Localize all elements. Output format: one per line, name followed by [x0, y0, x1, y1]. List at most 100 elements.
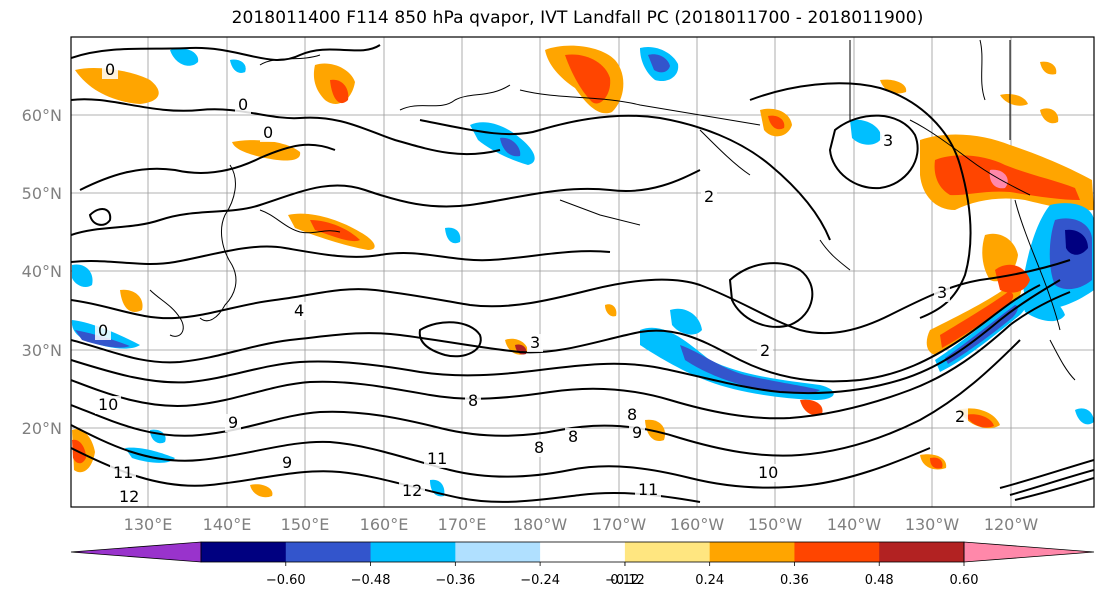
contour-label-bg — [755, 464, 781, 482]
colorbar-tick-label: 0.36 — [780, 573, 809, 588]
latitude-labels: 60°N 50°N 40°N 30°N 20°N — [22, 106, 62, 438]
contour-label: 3 — [530, 333, 540, 352]
contour-label-bg — [531, 439, 547, 457]
colorbar-segment — [709, 542, 795, 562]
contour-label: 0 — [105, 60, 115, 79]
longitude-label: 150°W — [748, 515, 803, 534]
contour-label: 12 — [119, 487, 139, 506]
ivt-contours — [71, 44, 1094, 503]
longitude-label: 120°W — [984, 515, 1039, 534]
colorbar-left-extension — [70, 541, 202, 563]
contour-label: 2 — [760, 341, 770, 360]
contour-label: 9 — [282, 453, 292, 472]
contour-label-bg — [934, 284, 950, 302]
contour-label: 11 — [113, 463, 133, 482]
colorbar-segment — [794, 542, 880, 562]
contour-label-bg — [880, 132, 896, 150]
contour-label: 12 — [402, 481, 422, 500]
contour-label-bg — [399, 482, 425, 500]
contour-label: 2 — [704, 187, 714, 206]
contour-label: 11 — [427, 449, 447, 468]
colorbar-tick-label: 0.24 — [695, 573, 724, 588]
map-title: 2018011400 F114 850 hPa qvapor, IVT Land… — [231, 8, 924, 28]
contour-label-bg — [565, 428, 581, 446]
contour-label-bg — [110, 464, 136, 482]
contour-label-bg — [757, 342, 773, 360]
contour-label-bg — [952, 408, 968, 426]
contour-label: 8 — [568, 427, 578, 446]
contour-label-bg — [95, 396, 121, 414]
contour-label: 0 — [263, 123, 273, 142]
latitude-label: 30°N — [22, 341, 62, 360]
colorbar-tick-label: 0.12 — [610, 573, 639, 588]
qvapor-shading — [71, 45, 1094, 498]
colorbar-segment — [201, 542, 287, 562]
contour-label-bg — [260, 124, 276, 142]
colorbar-segment — [455, 542, 541, 562]
graticule — [71, 37, 1094, 507]
contour-label: 10 — [758, 463, 778, 482]
colorbar-tick-label: −0.60 — [266, 573, 306, 588]
longitude-label: 160°E — [360, 515, 409, 534]
longitude-labels: 130°E 140°E 150°E 160°E 170°E 180°W 170°W 160°W… — [124, 515, 1039, 534]
colorbar-segment — [624, 542, 711, 562]
contour-label-bg — [701, 188, 717, 206]
contour-label: 9 — [228, 413, 238, 432]
contour-label: 3 — [937, 283, 947, 302]
longitude-label: 130°W — [905, 515, 960, 534]
contour-label-bg — [95, 322, 111, 340]
latitude-label: 50°N — [22, 184, 62, 203]
colorbar-segment — [540, 542, 626, 562]
contour-label-bg — [225, 414, 241, 432]
colorbar-segment — [370, 542, 456, 562]
colorbar-tick-label: −0.24 — [520, 573, 560, 588]
longitude-label: 140°W — [827, 515, 882, 534]
contour-label: 2 — [955, 407, 965, 426]
contour-label-bg — [465, 392, 481, 410]
contour-label-bg — [635, 481, 661, 499]
longitude-label: 180°W — [513, 515, 568, 534]
map-area — [71, 37, 1094, 507]
latitude-label: 40°N — [22, 262, 62, 281]
colorbar-outline — [200, 541, 965, 563]
contour-label-bg — [116, 488, 142, 506]
colorbar-tick-label: −0.12 — [605, 573, 645, 588]
longitude-label: 140°E — [203, 515, 252, 534]
colorbar-tick-labels: −0.60 −0.48 −0.36 −0.24 −0.120.12 0.24 0.36 0.4… — [266, 562, 979, 588]
contour-label: 4 — [294, 301, 304, 320]
contour-label-bg — [279, 454, 295, 472]
longitude-label: 160°W — [670, 515, 725, 534]
contour-label: 8 — [468, 391, 478, 410]
latitude-label: 20°N — [22, 419, 62, 438]
longitude-label: 150°E — [281, 515, 330, 534]
contour-label: 10 — [98, 395, 118, 414]
contour-label-bg — [235, 96, 251, 114]
longitude-label: 170°W — [592, 515, 647, 534]
coastlines — [149, 39, 1076, 381]
colorbar-right-extension — [963, 541, 1095, 563]
colorbar-segment — [285, 542, 372, 562]
contour-label: 9 — [632, 423, 642, 442]
colorbar-tick-label: −0.36 — [435, 573, 475, 588]
contour-label: 0 — [98, 321, 108, 340]
contour-label: 0 — [238, 95, 248, 114]
longitude-label: 170°E — [438, 515, 487, 534]
contour-label-bg — [424, 450, 450, 468]
contour-label-bg — [291, 302, 307, 320]
contour-label: 11 — [638, 480, 658, 499]
contour-label: 8 — [534, 438, 544, 457]
longitude-label: 130°E — [124, 515, 173, 534]
colorbar-tick-label: −0.48 — [351, 573, 391, 588]
colorbar-tick-label: 0.48 — [865, 573, 894, 588]
colorbar — [70, 541, 1095, 563]
map-frame — [70, 36, 1095, 508]
contour-label-bg — [527, 334, 543, 352]
contour-label-bg — [102, 61, 118, 79]
latitude-label: 60°N — [22, 106, 62, 125]
contour-label: 3 — [883, 131, 893, 150]
contour-label: 8 — [627, 405, 637, 424]
contour-label-bg — [624, 406, 640, 424]
colorbar-tick-label: 0.60 — [950, 573, 979, 588]
